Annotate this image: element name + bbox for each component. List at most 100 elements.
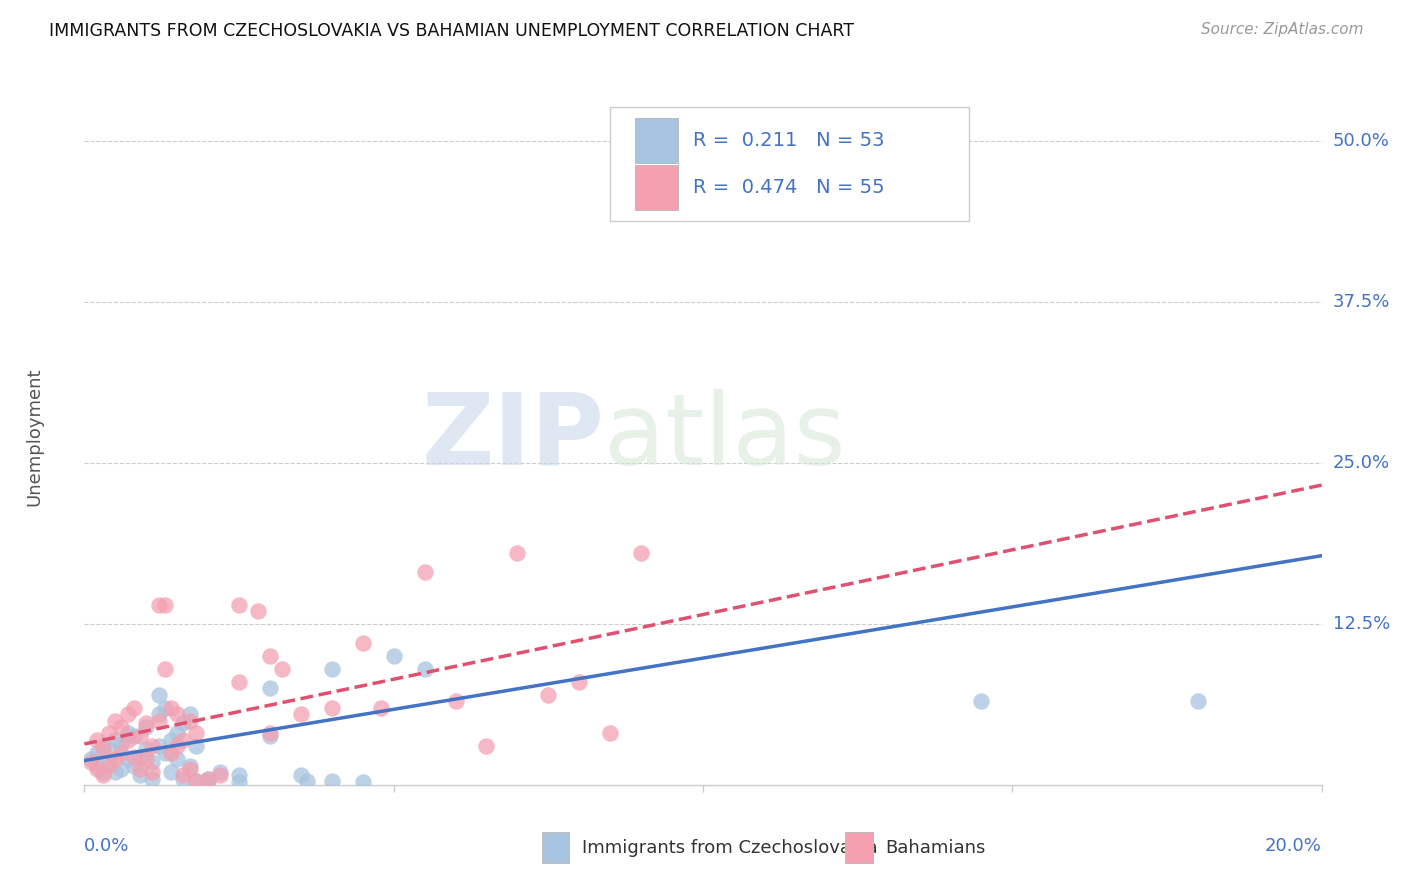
Text: 37.5%: 37.5% <box>1333 293 1391 310</box>
Point <box>135 720 157 734</box>
Text: 25.0%: 25.0% <box>1333 454 1391 472</box>
Point <box>148 598 170 612</box>
Point <box>179 763 201 777</box>
Point <box>444 694 467 708</box>
Point <box>475 739 498 754</box>
Point <box>98 758 121 772</box>
Point <box>259 726 281 740</box>
Text: ZIP: ZIP <box>422 389 605 485</box>
Point <box>122 729 145 743</box>
Point <box>228 598 250 612</box>
Point <box>228 775 250 789</box>
Point <box>110 737 132 751</box>
Text: Source: ZipAtlas.com: Source: ZipAtlas.com <box>1201 22 1364 37</box>
Point <box>184 774 207 789</box>
Point <box>148 688 170 702</box>
Point <box>209 765 232 780</box>
Point <box>148 707 170 722</box>
Point <box>184 739 207 754</box>
Point <box>172 772 194 786</box>
Point <box>153 746 176 760</box>
Point <box>148 714 170 728</box>
Point <box>79 755 101 769</box>
Point <box>413 662 436 676</box>
Point <box>228 674 250 689</box>
Point <box>184 774 207 789</box>
Point <box>110 720 132 734</box>
Point <box>568 674 591 689</box>
Text: atlas: atlas <box>605 389 845 485</box>
Text: R =  0.474   N = 55: R = 0.474 N = 55 <box>693 178 884 197</box>
Point <box>259 681 281 696</box>
Point <box>197 772 219 786</box>
Point <box>209 767 232 781</box>
Point <box>110 763 132 777</box>
Point <box>117 732 139 747</box>
Point <box>98 755 121 769</box>
Text: R =  0.211   N = 53: R = 0.211 N = 53 <box>693 131 884 150</box>
Point <box>970 694 993 708</box>
Point <box>172 716 194 731</box>
Point <box>129 767 152 781</box>
Point <box>91 765 114 780</box>
Point <box>630 198 652 212</box>
FancyBboxPatch shape <box>636 165 678 211</box>
Point <box>129 729 152 743</box>
Point <box>197 775 219 789</box>
Point <box>321 662 343 676</box>
Point <box>117 726 139 740</box>
Text: 50.0%: 50.0% <box>1333 132 1389 150</box>
Point <box>172 767 194 781</box>
Point <box>135 716 157 731</box>
Point <box>129 749 152 764</box>
Point <box>98 742 121 756</box>
Point <box>104 714 127 728</box>
Point <box>160 765 183 780</box>
Point <box>179 758 201 772</box>
Point <box>86 763 108 777</box>
FancyBboxPatch shape <box>845 832 873 863</box>
Point <box>506 546 529 560</box>
Point <box>160 732 183 747</box>
Point <box>197 772 219 786</box>
Point <box>135 752 157 766</box>
Point <box>166 726 188 740</box>
Point <box>91 739 114 754</box>
Point <box>1187 694 1209 708</box>
Point <box>259 649 281 664</box>
Point <box>91 767 114 781</box>
Point <box>166 739 188 754</box>
Point <box>179 714 201 728</box>
Point <box>352 636 374 650</box>
Point <box>290 767 312 781</box>
Point <box>141 772 163 786</box>
Point <box>160 700 183 714</box>
Point <box>630 546 652 560</box>
FancyBboxPatch shape <box>543 832 569 863</box>
Text: 20.0%: 20.0% <box>1265 837 1322 855</box>
Point <box>86 746 108 760</box>
Point <box>290 707 312 722</box>
Point <box>141 739 163 754</box>
Point <box>228 767 250 781</box>
Point <box>321 774 343 789</box>
Point <box>122 749 145 764</box>
Point <box>129 763 152 777</box>
Point <box>104 732 127 747</box>
Text: Immigrants from Czechoslovakia: Immigrants from Czechoslovakia <box>582 838 877 856</box>
Point <box>91 742 114 756</box>
Point <box>98 726 121 740</box>
Point <box>246 604 269 618</box>
Point <box>141 755 163 769</box>
Point <box>160 746 183 760</box>
Point <box>122 758 145 772</box>
Point <box>79 752 101 766</box>
Text: IMMIGRANTS FROM CZECHOSLOVAKIA VS BAHAMIAN UNEMPLOYMENT CORRELATION CHART: IMMIGRANTS FROM CZECHOSLOVAKIA VS BAHAMI… <box>49 22 855 40</box>
Point <box>166 752 188 766</box>
Point <box>135 742 157 756</box>
Point <box>172 732 194 747</box>
Point <box>295 774 318 789</box>
Text: 12.5%: 12.5% <box>1333 615 1391 633</box>
Point <box>599 726 621 740</box>
Point <box>382 649 405 664</box>
